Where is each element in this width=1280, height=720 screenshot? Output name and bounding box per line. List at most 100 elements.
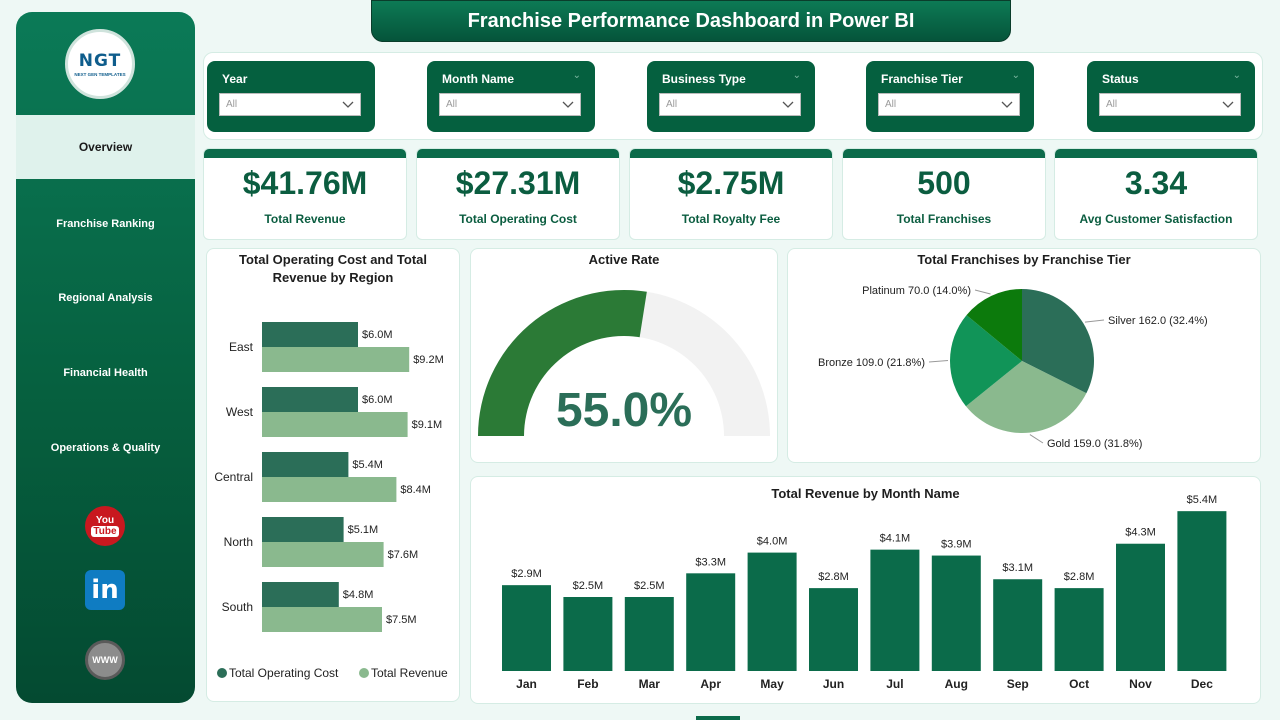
chart-title: Total Franchises by Franchise Tier — [917, 252, 1131, 267]
region-bar[interactable] — [262, 517, 344, 542]
month-bar[interactable] — [686, 573, 736, 671]
month-bar-label: $2.5M — [573, 580, 604, 592]
month-bar-label: $3.9M — [941, 539, 972, 551]
month-name-dropdown[interactable]: All — [439, 93, 581, 116]
pie-slice[interactable] — [950, 315, 1022, 407]
kpi-accent-bar — [1055, 149, 1257, 158]
pie-slice[interactable] — [966, 289, 1022, 361]
nav-operations-quality[interactable]: Operations & Quality — [16, 416, 195, 480]
kpi-label: Avg Customer Satisfaction — [1079, 212, 1233, 226]
month-bar[interactable] — [624, 597, 674, 671]
kpi-value: $41.76M — [242, 165, 368, 201]
pie-leader-line — [1029, 434, 1044, 444]
region-bar[interactable] — [262, 412, 408, 437]
page-indicator — [696, 716, 740, 720]
chevron-down-icon — [1222, 101, 1234, 108]
region-tick-label: Central — [214, 470, 253, 484]
chevron-down-icon — [782, 101, 794, 108]
nav-label: Financial Health — [63, 367, 148, 379]
pie-leader-line — [974, 289, 991, 295]
month-tick-label: Jul — [886, 677, 903, 691]
month-bar[interactable] — [1177, 511, 1227, 671]
region-bar[interactable] — [262, 347, 410, 372]
filter-status: Status ⌄ All — [1087, 61, 1255, 132]
tier-pie-panel: Total Franchises by Franchise Tier Silve… — [787, 248, 1261, 463]
month-bar[interactable] — [1116, 543, 1165, 671]
month-tick-label: Aug — [945, 677, 968, 691]
nav-financial-health[interactable]: Financial Health — [16, 341, 195, 405]
chevron-down-icon: ⌄ — [792, 70, 801, 81]
legend-entry: Total Revenue — [371, 666, 448, 680]
month-bar-label: $4.1M — [880, 533, 911, 545]
status-dropdown[interactable]: All — [1099, 93, 1241, 116]
youtube-link[interactable]: You Tube — [84, 505, 126, 547]
nav-regional-analysis[interactable]: Regional Analysis — [16, 266, 195, 330]
active-rate-gauge: 55.0% — [478, 290, 770, 437]
kpi-label: Total Revenue — [264, 212, 346, 226]
region-bar-chart: East $6.0M $9.2M West $6.0M $9.1M Central $5.4M… — [214, 322, 448, 680]
kpi-accent-bar — [204, 149, 406, 158]
globe-icon: WWW — [85, 640, 125, 680]
month-tick-label: Jan — [516, 677, 537, 691]
legend-marker — [359, 668, 369, 678]
franchise-tier-dropdown[interactable]: All — [878, 93, 1020, 116]
region-bar[interactable] — [262, 322, 358, 347]
tier-pie-chart: Silver 162.0 (32.4%) Gold 159.0 (31.8%) Br… — [818, 285, 1208, 450]
filter-franchise-tier: Franchise Tier ⌄ All — [866, 61, 1034, 132]
youtube-icon: You Tube — [85, 506, 125, 546]
month-bar[interactable] — [870, 549, 920, 671]
dropdown-value: All — [446, 99, 458, 110]
region-bar[interactable] — [262, 582, 339, 607]
linkedin-icon: in — [85, 570, 125, 610]
region-bar[interactable] — [262, 387, 358, 412]
linkedin-link[interactable]: in — [84, 569, 126, 611]
kpi-accent-bar — [630, 149, 832, 158]
filter-business-type: Business Type ⌄ All — [647, 61, 815, 132]
pie-leader-line — [1084, 319, 1105, 323]
region-bar[interactable] — [262, 477, 397, 502]
nav-label: Regional Analysis — [58, 292, 153, 304]
kpi-total-revenue: $41.76M Total Revenue — [203, 148, 407, 240]
dashboard-title: Franchise Performance Dashboard in Power… — [371, 0, 1011, 42]
month-bar[interactable] — [993, 579, 1043, 671]
gauge-value: 55.0% — [556, 384, 692, 437]
nav-label: Overview — [78, 140, 133, 154]
kpi-accent-bar — [417, 149, 619, 158]
month-bar[interactable] — [1054, 588, 1104, 671]
kpi-value: $27.31M — [455, 165, 581, 201]
month-bar-label: $5.4M — [1187, 494, 1218, 506]
chevron-down-icon: ⌄ — [1232, 70, 1241, 81]
region-bar[interactable] — [262, 452, 349, 477]
nav-franchise-ranking[interactable]: Franchise Ranking — [16, 192, 195, 256]
region-bar[interactable] — [262, 607, 382, 632]
filter-label: Franchise Tier — [881, 72, 963, 86]
region-bar-label: $7.6M — [388, 549, 419, 561]
region-bar[interactable] — [262, 542, 384, 567]
month-bar-label: $2.8M — [818, 571, 849, 583]
website-link[interactable]: WWW — [84, 639, 126, 681]
year-dropdown[interactable]: All — [219, 93, 361, 116]
month-bar[interactable] — [809, 588, 858, 671]
region-tick-label: East — [229, 340, 254, 354]
nav-label: Operations & Quality — [50, 442, 161, 454]
month-tick-label: Nov — [1129, 677, 1152, 691]
nav-overview[interactable]: Overview — [16, 115, 195, 179]
filter-label: Month Name — [442, 72, 514, 86]
month-bar[interactable] — [747, 552, 797, 671]
region-tick-label: South — [222, 600, 253, 614]
region-chart-panel: Total Operating Cost and Total Revenue b… — [206, 248, 460, 702]
month-bar[interactable] — [563, 597, 613, 671]
region-bar-label: $9.1M — [412, 419, 443, 431]
chevron-down-icon: ⌄ — [572, 70, 581, 81]
dropdown-value: All — [226, 99, 238, 110]
pie-slice[interactable] — [1022, 289, 1094, 394]
month-bar[interactable] — [502, 585, 551, 671]
kpi-avg-customer-satisfaction: 3.34 Avg Customer Satisfaction — [1054, 148, 1258, 240]
region-bar-label: $9.2M — [413, 354, 444, 366]
chart-title: Total Operating Cost and Total Revenue b… — [238, 252, 428, 285]
pie-slice[interactable] — [965, 361, 1087, 433]
month-bar-label: $2.8M — [1064, 571, 1095, 583]
business-type-dropdown[interactable]: All — [659, 93, 801, 116]
chevron-down-icon: ⌄ — [1011, 70, 1020, 81]
month-bar[interactable] — [931, 555, 981, 671]
